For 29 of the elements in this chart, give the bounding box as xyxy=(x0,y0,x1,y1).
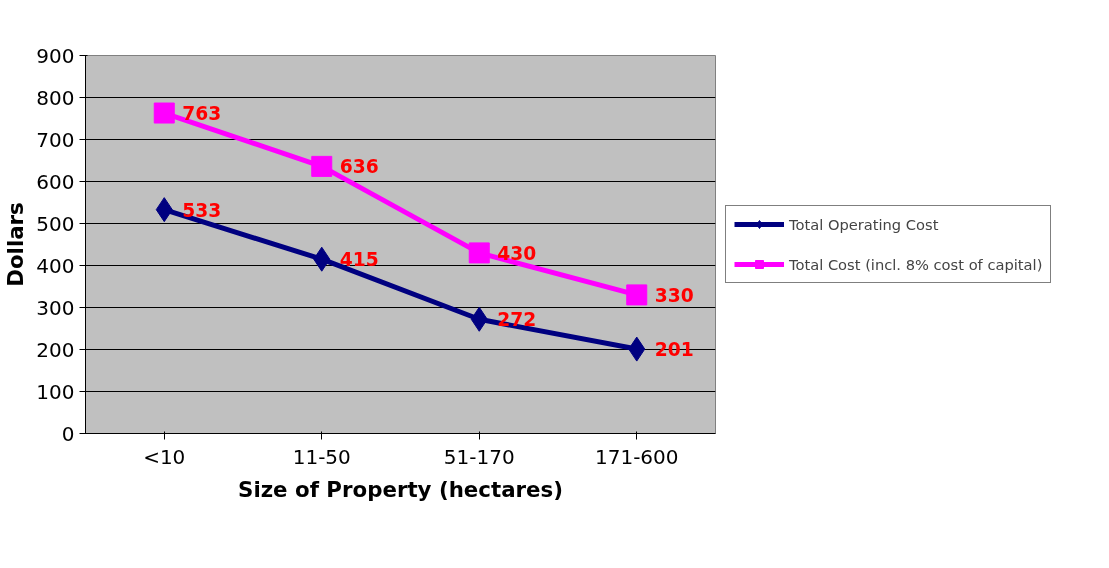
x-tick-label: <10 xyxy=(143,444,186,469)
y-tick-label: 0 xyxy=(61,421,75,446)
data-label: 533 xyxy=(182,199,222,221)
x-tick-label: 11-50 xyxy=(292,444,351,469)
point xyxy=(311,155,333,177)
y-tick-label: 200 xyxy=(36,337,75,362)
data-label: 415 xyxy=(339,249,379,271)
legend-label: Total Cost (incl. 8% cost of capital) xyxy=(789,255,1043,273)
data-label: 763 xyxy=(182,103,222,125)
data-label: 636 xyxy=(339,156,379,178)
y-tick-label: 900 xyxy=(36,43,75,68)
y-tick-label: 400 xyxy=(36,253,75,278)
y-tick-label: 300 xyxy=(36,295,75,320)
point xyxy=(153,102,175,124)
data-label: 272 xyxy=(497,309,537,331)
x-tick-label: 171-600 xyxy=(594,444,679,469)
y-tick-label: 600 xyxy=(36,169,75,194)
data-label: 330 xyxy=(654,284,694,306)
x-axis-title: Size of Property (hectares) xyxy=(238,476,563,502)
legend-label: Total Operating Cost xyxy=(789,215,939,233)
data-label: 430 xyxy=(497,242,537,264)
y-tick-label: 500 xyxy=(36,211,75,236)
y-tick-label: 100 xyxy=(36,379,75,404)
point xyxy=(626,284,648,306)
y-tick-label: 700 xyxy=(36,127,75,152)
point xyxy=(468,242,490,264)
x-tick-label: 51-170 xyxy=(443,444,515,469)
y-axis-title: Dollars xyxy=(3,202,29,287)
y-tick-label: 800 xyxy=(36,85,75,110)
